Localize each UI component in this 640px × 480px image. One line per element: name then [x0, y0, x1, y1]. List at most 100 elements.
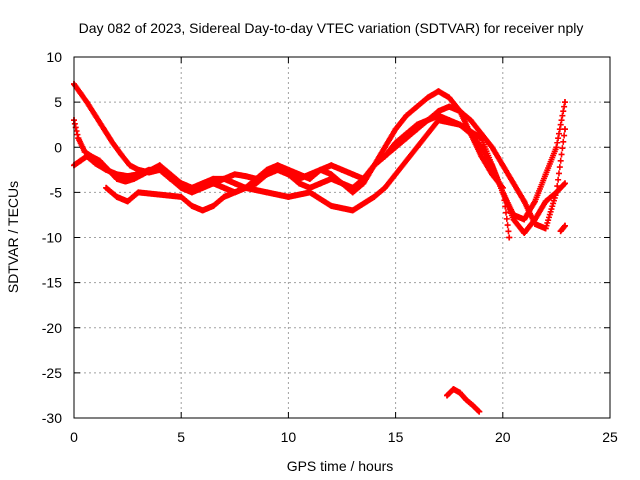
- data-point: [242, 173, 249, 180]
- data-point: [274, 162, 281, 169]
- series-arc6: [557, 222, 568, 235]
- data-point: [456, 108, 463, 115]
- data-point: [167, 175, 174, 182]
- data-point: [476, 408, 483, 415]
- data-point: [263, 166, 270, 173]
- data-point: [126, 162, 133, 169]
- data-point: [285, 166, 292, 173]
- data-point: [414, 126, 421, 133]
- data-point: [349, 207, 356, 214]
- data-point: [424, 117, 431, 124]
- data-point: [118, 151, 125, 158]
- data-point: [381, 153, 388, 160]
- series-arc5: [444, 386, 483, 415]
- data-point: [499, 189, 506, 196]
- data-point: [231, 180, 238, 187]
- data-point: [75, 135, 82, 142]
- data-point: [317, 180, 324, 187]
- data-point: [499, 162, 506, 169]
- data-point: [444, 392, 451, 399]
- data-point: [561, 222, 568, 229]
- y-axis-label: SDTVAR / TECUs: [5, 181, 21, 293]
- data-marks: [557, 222, 568, 235]
- data-point: [122, 178, 129, 185]
- data-point: [381, 144, 388, 151]
- data-point: [156, 166, 163, 173]
- data-point: [446, 103, 453, 110]
- data-point: [349, 171, 356, 178]
- data-point: [557, 228, 564, 235]
- data-point: [306, 189, 313, 196]
- data-point: [521, 216, 528, 223]
- x-tick-label: 15: [388, 429, 404, 445]
- data-point: [392, 171, 399, 178]
- y-tick-label: -10: [42, 230, 62, 246]
- data-point: [296, 171, 303, 178]
- data-point: [531, 198, 538, 205]
- data-point: [96, 157, 103, 164]
- chart-title: Day 082 of 2023, Sidereal Day-to-day VTE…: [79, 20, 584, 36]
- data-point: [360, 175, 367, 182]
- data-point: [77, 157, 84, 164]
- data-point: [77, 90, 84, 97]
- data-point: [221, 193, 228, 200]
- data-point: [199, 184, 206, 191]
- data-point: [221, 175, 228, 182]
- x-tick-label: 0: [70, 429, 78, 445]
- data-point: [542, 171, 549, 178]
- data-point: [403, 112, 410, 119]
- data-point: [109, 139, 116, 146]
- data-point: [339, 166, 345, 173]
- data-point: [210, 180, 217, 187]
- data-point: [467, 117, 474, 124]
- x-tick-label: 5: [177, 429, 185, 445]
- x-tick-label: 25: [602, 429, 618, 445]
- y-tick-label: -20: [42, 320, 62, 336]
- data-point: [317, 166, 324, 173]
- data-point: [392, 144, 399, 151]
- data-point: [542, 198, 549, 205]
- data-point: [450, 386, 457, 393]
- data-point: [510, 216, 517, 223]
- data-point: [306, 175, 313, 182]
- y-tick-label: -30: [42, 410, 62, 426]
- data-point: [392, 126, 399, 133]
- y-tick-label: -5: [50, 184, 63, 200]
- data-point: [506, 234, 513, 241]
- data-point: [381, 184, 388, 191]
- data-point: [263, 189, 270, 196]
- y-tick-label: -25: [42, 365, 62, 381]
- data-point: [328, 202, 335, 209]
- data-point: [81, 148, 88, 155]
- series-arc2: [71, 99, 568, 223]
- data-point: [469, 402, 476, 409]
- data-point: [285, 193, 292, 200]
- data-point: [135, 171, 142, 178]
- data-point: [521, 198, 528, 205]
- data-marks: [444, 386, 483, 415]
- data-point: [92, 160, 99, 167]
- data-point: [103, 166, 110, 173]
- x-axis-label: GPS time / hours: [287, 458, 394, 474]
- y-tick-label: -15: [42, 275, 62, 291]
- data-point: [146, 166, 153, 173]
- data-point: [199, 207, 206, 214]
- data-point: [456, 389, 463, 396]
- data-point: [83, 99, 90, 106]
- data-point: [371, 162, 378, 169]
- data-point: [371, 193, 378, 200]
- data-point: [510, 180, 517, 187]
- data-point: [328, 162, 335, 169]
- data-point: [101, 126, 108, 133]
- data-point: [561, 126, 568, 133]
- data-point: [561, 99, 568, 106]
- data-point: [124, 173, 131, 180]
- data-point: [553, 144, 560, 151]
- data-point: [521, 229, 528, 236]
- y-tick-label: 5: [54, 94, 62, 110]
- data-point: [542, 225, 549, 232]
- y-tick-label: 10: [46, 49, 62, 65]
- data-point: [253, 175, 260, 182]
- data-point: [188, 189, 195, 196]
